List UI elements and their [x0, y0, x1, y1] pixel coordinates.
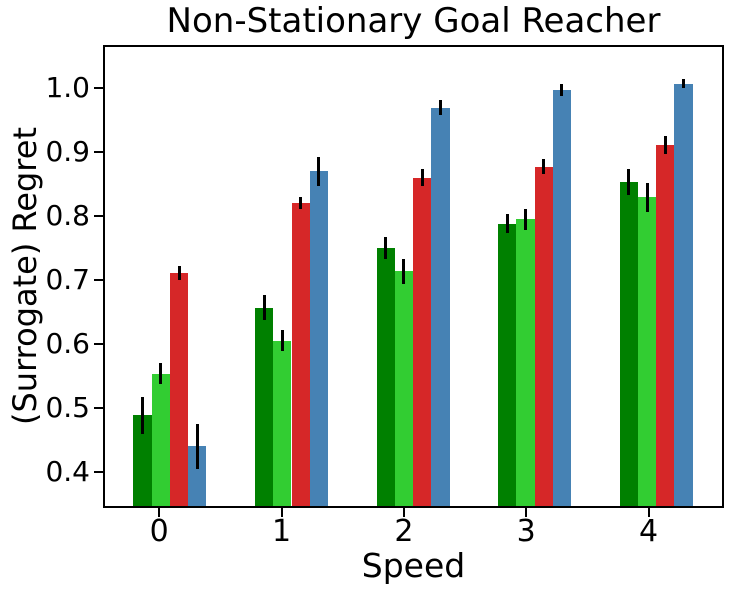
error-bar-red-speed-1 — [299, 196, 303, 210]
error-bar-light-green-speed-0 — [159, 362, 163, 385]
x-axis-label: Speed — [361, 546, 466, 585]
bar-light-green-speed-1 — [273, 340, 292, 506]
y-tick-mark — [94, 407, 103, 410]
x-tick-label: 1 — [271, 514, 292, 549]
error-bar-dark-green-speed-4 — [627, 169, 631, 195]
bar-steel-blue-speed-1 — [309, 171, 328, 506]
y-tick-mark — [94, 471, 103, 474]
bar-red-speed-2 — [413, 177, 432, 506]
bar-light-green-speed-2 — [394, 271, 414, 506]
error-bar-steel-blue-speed-2 — [438, 100, 442, 116]
error-bar-steel-blue-speed-0 — [195, 423, 199, 470]
y-tick-label: 0.7 — [45, 263, 90, 297]
x-tick-label: 3 — [516, 514, 536, 549]
error-bar-light-green-speed-4 — [645, 182, 649, 212]
x-tick-mark — [647, 508, 650, 517]
x-tick-mark — [280, 508, 283, 517]
bar-dark-green-speed-2 — [376, 247, 395, 506]
y-tick-label: 0.5 — [45, 391, 90, 425]
y-tick-label: 0.6 — [45, 327, 90, 361]
y-tick-mark — [94, 215, 103, 218]
y-tick-mark — [94, 279, 103, 282]
x-tick-mark — [525, 508, 528, 517]
bar-dark-green-speed-1 — [255, 307, 274, 506]
x-tick-mark — [402, 508, 405, 517]
error-bar-light-green-speed-1 — [280, 330, 284, 351]
error-bar-light-green-speed-3 — [523, 208, 527, 231]
x-tick-label: 0 — [149, 514, 169, 549]
bar-steel-blue-speed-4 — [674, 83, 693, 506]
error-bar-red-speed-4 — [663, 136, 667, 155]
y-tick-label: 1.0 — [45, 71, 90, 105]
error-bar-red-speed-0 — [177, 265, 181, 280]
y-tick-mark — [94, 151, 103, 154]
bar-light-green-speed-4 — [637, 197, 657, 506]
error-bar-dark-green-speed-3 — [505, 214, 509, 234]
x-tick-label: 2 — [394, 514, 414, 549]
error-bar-steel-blue-speed-1 — [317, 156, 321, 186]
y-tick-mark — [94, 87, 103, 90]
bar-red-speed-4 — [656, 145, 675, 506]
bar-dark-green-speed-3 — [498, 223, 517, 506]
error-bar-light-green-speed-2 — [402, 258, 406, 285]
error-bar-dark-green-speed-0 — [141, 396, 145, 434]
bar-red-speed-3 — [534, 166, 553, 506]
bar-light-green-speed-0 — [151, 373, 170, 506]
error-bar-red-speed-3 — [542, 159, 546, 175]
error-bar-dark-green-speed-2 — [384, 237, 388, 259]
y-tick-label: 0.8 — [45, 199, 90, 233]
error-bar-dark-green-speed-1 — [262, 294, 266, 321]
x-tick-label: 4 — [639, 514, 659, 549]
bar-light-green-speed-3 — [516, 219, 535, 506]
y-tick-label: 0.9 — [45, 135, 90, 169]
bar-dark-green-speed-0 — [133, 415, 152, 506]
y-tick-label: 0.4 — [45, 455, 90, 489]
bar-red-speed-1 — [291, 202, 310, 506]
chart-title: Non-Stationary Goal Reacher — [166, 1, 661, 41]
y-tick-mark — [94, 343, 103, 346]
bar-steel-blue-speed-3 — [552, 90, 572, 506]
error-bar-red-speed-2 — [420, 168, 424, 187]
bar-red-speed-0 — [169, 272, 189, 506]
x-tick-mark — [158, 508, 161, 517]
bar-steel-blue-speed-0 — [188, 446, 207, 506]
plot-area — [103, 45, 724, 508]
error-bar-steel-blue-speed-3 — [560, 83, 564, 97]
error-bar-steel-blue-speed-4 — [681, 79, 685, 89]
bar-dark-green-speed-4 — [619, 182, 638, 506]
bar-steel-blue-speed-2 — [431, 107, 450, 506]
